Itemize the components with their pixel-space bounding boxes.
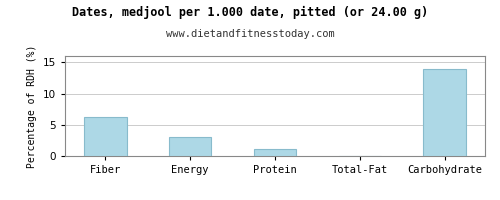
- Bar: [169, 137, 212, 156]
- Bar: [424, 68, 466, 156]
- Bar: [254, 149, 296, 156]
- Bar: [84, 117, 126, 156]
- Y-axis label: Percentage of RDH (%): Percentage of RDH (%): [27, 44, 37, 168]
- Text: Dates, medjool per 1.000 date, pitted (or 24.00 g): Dates, medjool per 1.000 date, pitted (o…: [72, 6, 428, 19]
- Text: www.dietandfitnesstoday.com: www.dietandfitnesstoday.com: [166, 29, 334, 39]
